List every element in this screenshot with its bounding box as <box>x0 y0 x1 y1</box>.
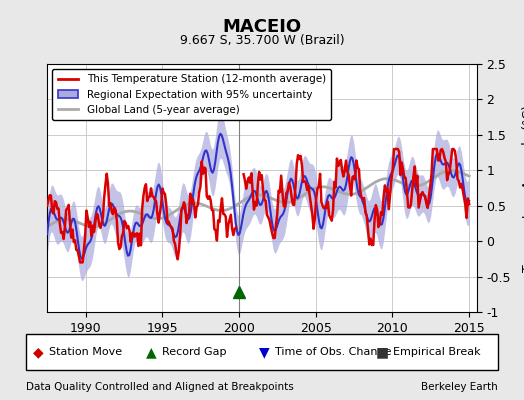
Text: Time of Obs. Change: Time of Obs. Change <box>275 347 392 357</box>
Text: Station Move: Station Move <box>49 347 122 357</box>
Y-axis label: Temperature Anomaly (°C): Temperature Anomaly (°C) <box>522 104 524 272</box>
Text: Empirical Break: Empirical Break <box>393 347 481 357</box>
Text: ▲: ▲ <box>146 345 157 359</box>
Text: Data Quality Controlled and Aligned at Breakpoints: Data Quality Controlled and Aligned at B… <box>26 382 294 392</box>
Text: Berkeley Earth: Berkeley Earth <box>421 382 498 392</box>
Legend: This Temperature Station (12-month average), Regional Expectation with 95% uncer: This Temperature Station (12-month avera… <box>52 69 331 120</box>
Text: 9.667 S, 35.700 W (Brazil): 9.667 S, 35.700 W (Brazil) <box>180 34 344 47</box>
Text: ◆: ◆ <box>32 345 43 359</box>
Text: ■: ■ <box>376 345 389 359</box>
Text: MACEIO: MACEIO <box>222 18 302 36</box>
FancyBboxPatch shape <box>26 334 498 370</box>
Text: Record Gap: Record Gap <box>162 347 226 357</box>
Text: ▼: ▼ <box>259 345 270 359</box>
